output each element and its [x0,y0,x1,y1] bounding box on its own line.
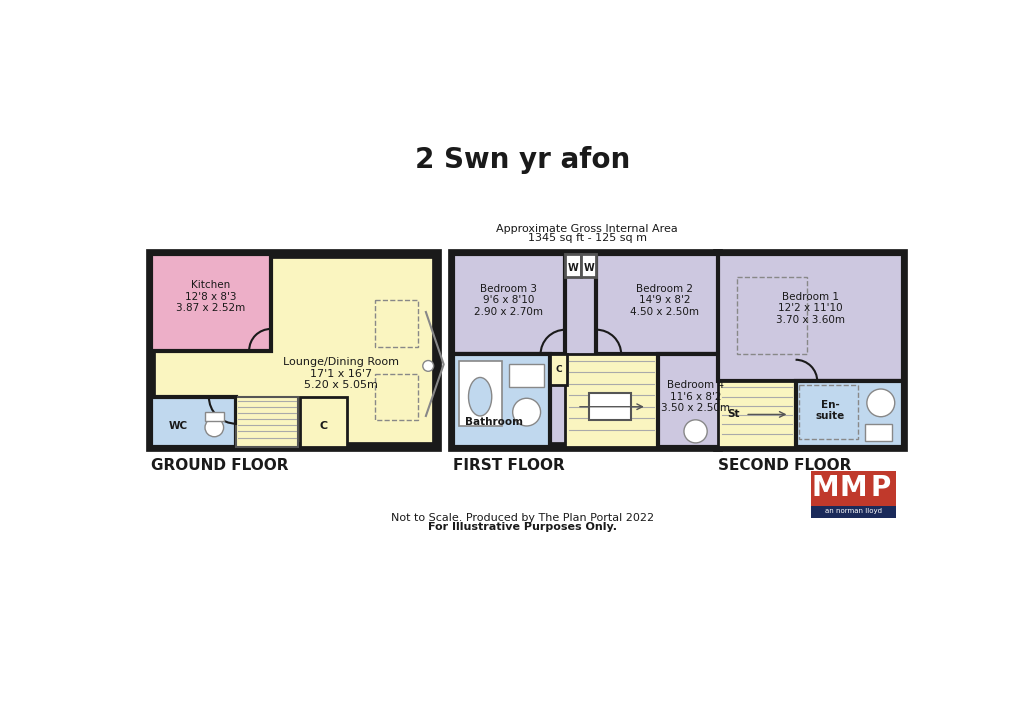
Bar [300,397,346,446]
Bar [864,423,892,441]
Text: SECOND FLOOR: SECOND FLOOR [717,459,851,473]
Bar [235,397,298,446]
Bar [151,254,437,446]
Bar [580,254,596,277]
Bar [565,354,657,446]
Circle shape [866,389,894,417]
Text: For Illustrative Purposes Only.: For Illustrative Purposes Only. [428,522,616,532]
Text: St: St [727,410,739,420]
Bar [155,258,267,343]
Circle shape [684,420,706,443]
Bar [717,382,795,446]
Bar [151,397,235,446]
Text: Kitchen
12'8 x 8'3
3.87 x 2.52m: Kitchen 12'8 x 8'3 3.87 x 2.52m [175,280,245,313]
Text: Bedroom 3
9'6 x 8'10
2.90 x 2.70m: Bedroom 3 9'6 x 8'10 2.90 x 2.70m [474,284,543,317]
Bar [375,300,418,346]
Bar [717,254,902,446]
Text: Bedroom 1
12'2 x 11'10
3.70 x 3.60m: Bedroom 1 12'2 x 11'10 3.70 x 3.60m [775,292,844,325]
Bar [452,254,717,446]
Text: Lounge/Dining Room
17'1 x 16'7
5.20 x 5.05m: Lounge/Dining Room 17'1 x 16'7 5.20 x 5.… [282,357,398,390]
Bar [795,382,902,446]
Bar [508,364,543,387]
Text: C: C [319,421,327,431]
Bar [717,254,902,382]
Bar [810,472,896,506]
Text: En-
suite: En- suite [815,400,844,421]
Bar [459,361,501,426]
Text: P: P [870,474,890,503]
Bar [657,354,733,446]
Bar [810,506,896,518]
Text: 1345 sq ft - 125 sq m: 1345 sq ft - 125 sq m [527,233,646,243]
Bar [596,254,733,354]
Bar [737,277,806,354]
Bar [151,254,271,351]
Text: Bedroom 4
11'6 x 8'2
3.50 x 2.50m: Bedroom 4 11'6 x 8'2 3.50 x 2.50m [660,380,730,413]
Bar [549,354,567,385]
Bar [565,254,580,277]
Circle shape [422,361,433,372]
Text: C: C [554,365,561,374]
Text: 2 Swn yr afon: 2 Swn yr afon [415,145,630,174]
Text: Approximate Gross Internal Area: Approximate Gross Internal Area [495,224,678,234]
Bar [588,393,631,420]
Text: M: M [839,474,866,503]
Text: M: M [810,474,838,503]
Text: W: W [583,263,593,273]
Text: WC: WC [168,421,187,431]
Bar [205,412,224,421]
Text: W: W [568,263,578,273]
Bar [452,254,565,354]
Text: GROUND FLOOR: GROUND FLOOR [151,459,288,473]
Circle shape [513,398,540,426]
Text: Not to Scale. Produced by The Plan Portal 2022: Not to Scale. Produced by The Plan Porta… [391,513,653,523]
Bar [799,385,857,439]
Ellipse shape [468,377,491,416]
Bar [375,374,418,420]
Text: Bedroom 2
14'9 x 8'2
4.50 x 2.50m: Bedroom 2 14'9 x 8'2 4.50 x 2.50m [630,284,698,317]
Circle shape [205,418,223,437]
Bar [452,354,549,446]
Text: Bathroom: Bathroom [465,417,523,427]
Text: FIRST FLOOR: FIRST FLOOR [452,459,565,473]
Text: an norman lloyd: an norman lloyd [824,508,881,514]
